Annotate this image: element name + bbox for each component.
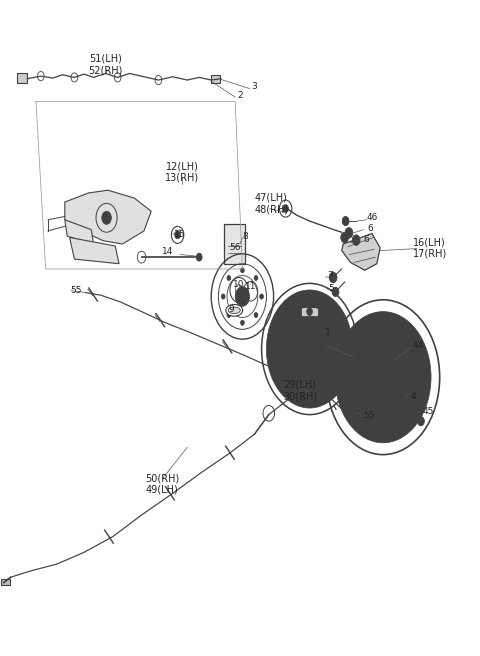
Circle shape — [342, 216, 349, 226]
Circle shape — [283, 205, 288, 213]
Circle shape — [196, 253, 202, 261]
Circle shape — [332, 287, 339, 297]
Ellipse shape — [226, 304, 243, 316]
Ellipse shape — [228, 307, 240, 314]
Circle shape — [240, 268, 244, 273]
Text: 2: 2 — [237, 91, 243, 100]
Circle shape — [221, 294, 225, 299]
Text: 8: 8 — [242, 232, 248, 241]
Text: 45: 45 — [422, 407, 434, 417]
Text: 56: 56 — [229, 243, 241, 253]
Text: 55: 55 — [363, 411, 374, 420]
Circle shape — [306, 388, 313, 398]
Circle shape — [301, 337, 318, 361]
Polygon shape — [70, 237, 119, 264]
Circle shape — [102, 211, 111, 224]
Polygon shape — [65, 220, 94, 244]
Bar — [211, 75, 220, 83]
Circle shape — [266, 290, 353, 408]
Circle shape — [341, 232, 348, 243]
Circle shape — [332, 329, 338, 338]
Circle shape — [329, 272, 337, 283]
Text: 50(RH)
49(LH): 50(RH) 49(LH) — [145, 474, 180, 495]
Text: 16(LH)
17(RH): 16(LH) 17(RH) — [412, 237, 447, 258]
Circle shape — [227, 276, 231, 281]
Text: 9: 9 — [228, 305, 234, 314]
Text: 44: 44 — [413, 341, 424, 350]
Circle shape — [368, 356, 398, 398]
Text: 7: 7 — [327, 271, 333, 280]
Text: 15: 15 — [174, 230, 186, 239]
Text: 4: 4 — [411, 392, 417, 401]
Text: 3: 3 — [252, 82, 257, 91]
Circle shape — [335, 312, 431, 443]
Text: 55: 55 — [70, 286, 82, 295]
Text: 6: 6 — [368, 224, 373, 234]
Text: 6: 6 — [363, 235, 369, 244]
Circle shape — [260, 294, 264, 299]
Text: 10: 10 — [233, 280, 245, 289]
Bar — [1, 579, 10, 585]
Text: 1: 1 — [324, 328, 330, 337]
Text: 14: 14 — [162, 247, 174, 256]
Circle shape — [418, 417, 424, 426]
Circle shape — [175, 231, 180, 239]
Circle shape — [307, 308, 312, 316]
Circle shape — [235, 287, 250, 306]
Polygon shape — [342, 234, 380, 270]
Circle shape — [345, 228, 353, 238]
Text: 51(LH)
52(RH): 51(LH) 52(RH) — [88, 54, 123, 75]
Text: 46: 46 — [366, 213, 378, 222]
Polygon shape — [65, 190, 151, 244]
Circle shape — [254, 312, 258, 318]
FancyBboxPatch shape — [224, 224, 245, 264]
Circle shape — [399, 388, 407, 399]
Circle shape — [254, 276, 258, 281]
Bar — [17, 73, 27, 83]
Bar — [301, 307, 318, 316]
Text: 47(LH)
48(RH): 47(LH) 48(RH) — [254, 193, 288, 214]
Text: 12(LH)
13(RH): 12(LH) 13(RH) — [165, 161, 200, 182]
Text: 11: 11 — [245, 282, 257, 291]
Circle shape — [240, 320, 244, 325]
Text: 5: 5 — [328, 284, 334, 293]
Circle shape — [227, 312, 231, 318]
Circle shape — [352, 235, 360, 245]
Text: 29(LH)
30(RH): 29(LH) 30(RH) — [283, 380, 317, 401]
